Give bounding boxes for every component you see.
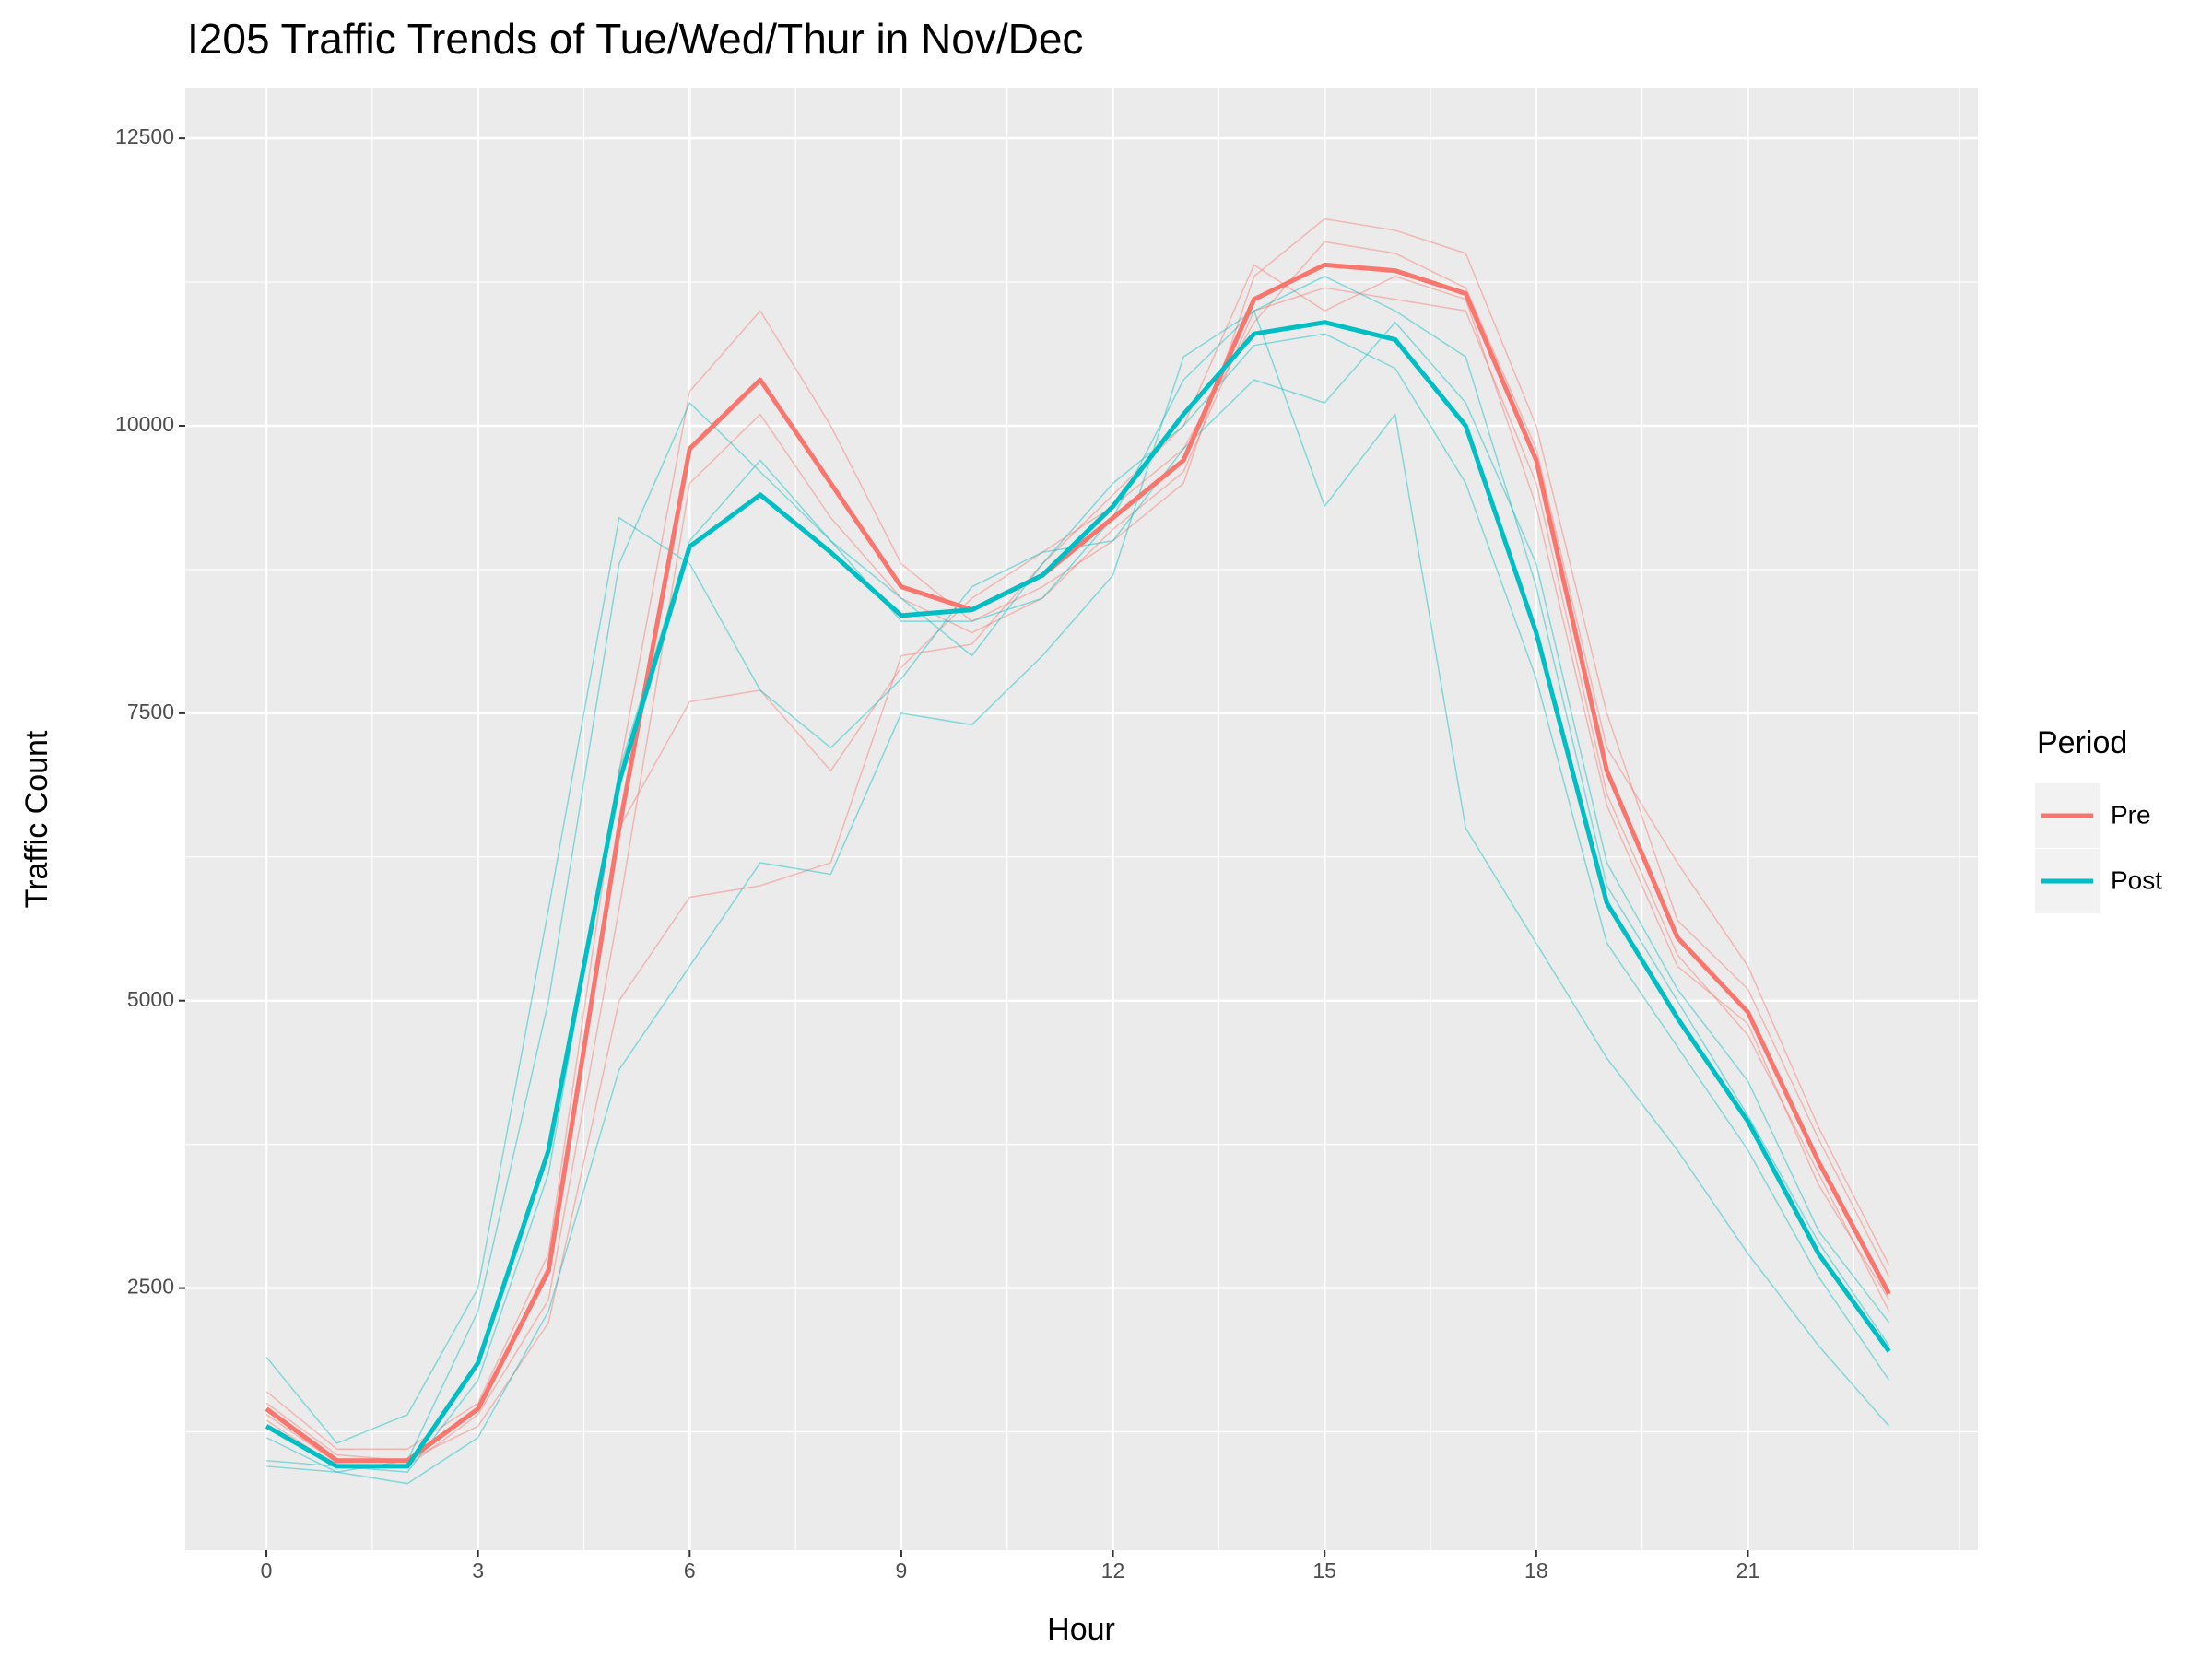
x-tick-label: 15 (1312, 1559, 1336, 1583)
legend-label: Pre (2111, 800, 2151, 829)
y-tick-label: 12500 (115, 124, 174, 148)
day-line (265, 287, 1890, 1467)
plot-panel (185, 88, 1978, 1550)
day-line (265, 264, 1890, 1464)
mean-line (265, 262, 1891, 1464)
x-tick-label: 9 (896, 1559, 908, 1583)
legend-label: Post (2111, 865, 2162, 894)
y-tick-label: 5000 (127, 987, 174, 1011)
day-line (265, 218, 1890, 1450)
legend-title: Period (2037, 725, 2127, 760)
x-tick-label: 18 (1524, 1559, 1548, 1583)
x-tick-label: 21 (1736, 1559, 1760, 1583)
y-tick-label: 10000 (115, 412, 174, 436)
day-line (265, 276, 1890, 1473)
x-tick-label: 3 (472, 1559, 484, 1583)
y-tick-label: 7500 (127, 700, 174, 724)
y-tick-label: 2500 (127, 1275, 174, 1299)
y-axis-title: Traffic Count (19, 730, 54, 908)
day-line (265, 333, 1890, 1473)
x-tick-label: 6 (684, 1559, 696, 1583)
mean-line (265, 320, 1891, 1469)
x-tick-label: 12 (1101, 1559, 1125, 1583)
x-axis-title: Hour (1047, 1612, 1115, 1647)
day-line (265, 310, 1890, 1485)
chart-title: I205 Traffic Trends of Tue/Wed/Thur in N… (187, 15, 1083, 63)
x-tick-label: 0 (261, 1559, 273, 1583)
